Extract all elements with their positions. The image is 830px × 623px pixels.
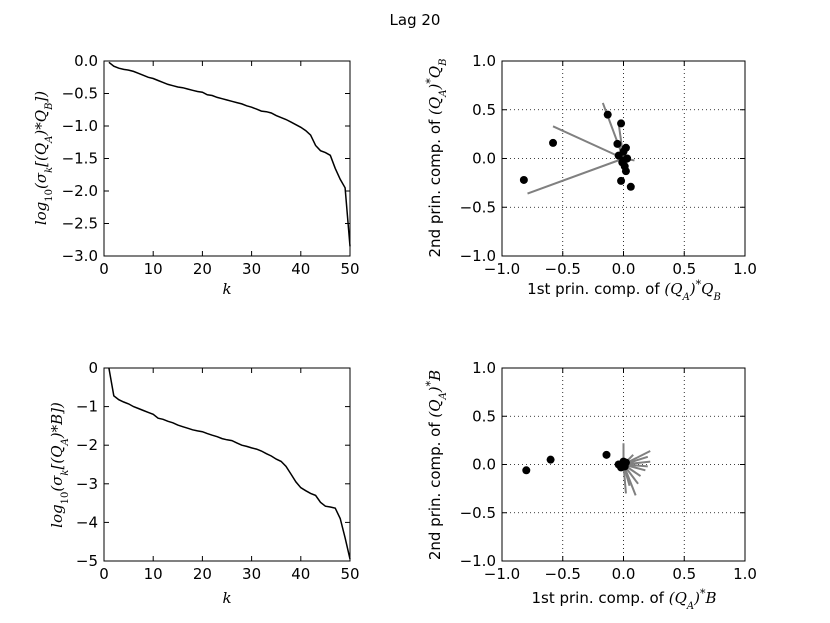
y-tick-label: −0.5 [460, 198, 496, 216]
data-point [621, 143, 630, 152]
tick-layer: 0 10 20 30 40 50 0 −1 −2 −3 −4 −5 [76, 359, 360, 583]
y-tick-label: −0.5 [460, 504, 496, 522]
grid-layer [502, 368, 745, 561]
data-point [603, 110, 612, 119]
y-tick-label: −1 [76, 398, 98, 416]
x-tick-label: 1.0 [733, 565, 757, 583]
mark-layer [108, 61, 351, 247]
y-tick-label: 0 [88, 359, 98, 377]
x-tick-label: −1.0 [484, 565, 520, 583]
data-point [546, 455, 555, 464]
data-point [522, 466, 531, 475]
x-tick-label: 20 [193, 565, 212, 583]
x-tick-label: −0.5 [545, 565, 581, 583]
y-tick-label: 0.0 [472, 456, 496, 474]
x-tick-label: 0 [99, 260, 109, 278]
data-point [617, 119, 626, 128]
tick-layer: −1.0 −0.5 0.0 0.5 1.0 1.0 0.5 0.0 −0.5 −1.0 [460, 52, 757, 278]
x-tick-label: 40 [291, 260, 310, 278]
sv-qb-axes: 0 10 20 30 40 50 0.0 −0.5 −1.0 −1.5 −2.0 −2.5 −3.0 k… [32, 52, 360, 298]
x-tick-label: 20 [193, 260, 212, 278]
tick-layer: 0 10 20 30 40 50 0.0 −0.5 −1.0 −1.5 −2.0 −2.5 −3.0 [62, 52, 360, 278]
mark-layer [108, 367, 351, 560]
x-tick-label: 0.0 [612, 565, 636, 583]
loading-vector [552, 125, 624, 160]
mark-layer [519, 102, 635, 195]
x-tick-label: −1.0 [484, 260, 520, 278]
y-tick-label: −2.0 [62, 182, 98, 200]
y-axis-label: 2nd prin. comp. of (QA)*B [424, 370, 449, 560]
y-tick-label: −1.5 [62, 150, 98, 168]
x-tick-label: 10 [144, 260, 163, 278]
x-axis-label: 1st prin. comp. of (QA)*QB [527, 278, 721, 303]
grid-layer [502, 61, 745, 256]
y-axis-label: 2nd prin. comp. of (QA)*QB [424, 59, 449, 258]
y-tick-label: −3 [76, 475, 98, 493]
series-line [108, 367, 351, 560]
y-tick-label: −0.5 [62, 85, 98, 103]
y-tick-label: −2 [76, 436, 98, 454]
x-tick-label: 0.0 [612, 260, 636, 278]
y-axis-label: log10(σk[(QA)*QB]) [32, 91, 55, 225]
pc-b-axes: −1.0 −0.5 0.0 0.5 1.0 1.0 0.5 0.0 −0.5 −1.0 1st p… [424, 359, 757, 612]
y-tick-label: −1.0 [460, 247, 496, 265]
pc-qb-axes: −1.0 −0.5 0.0 0.5 1.0 1.0 0.5 0.0 −0.5 −1.0 1st p… [424, 52, 757, 303]
data-point [519, 175, 528, 184]
data-point [549, 138, 558, 147]
x-tick-label: 30 [242, 565, 261, 583]
x-axis-label: k [222, 280, 231, 298]
x-tick-label: 0 [99, 565, 109, 583]
tick-layer: −1.0 −0.5 0.0 0.5 1.0 1.0 0.5 0.0 −0.5 −1.0 [460, 359, 757, 583]
data-point [619, 156, 628, 165]
y-tick-label: −1.0 [62, 117, 98, 135]
y-tick-label: 0.0 [472, 150, 496, 168]
data-point [626, 182, 635, 191]
x-tick-label: 0.5 [672, 565, 696, 583]
x-axis-label: k [222, 589, 231, 607]
series-line [108, 61, 351, 247]
y-tick-label: −2.5 [62, 215, 98, 233]
data-point [602, 450, 611, 459]
figure-title: Lag 20 [390, 11, 441, 29]
y-tick-label: −3.0 [62, 247, 98, 265]
data-point [620, 462, 629, 471]
y-tick-label: −4 [76, 513, 98, 531]
x-tick-label: 50 [340, 565, 359, 583]
x-tick-label: 1.0 [733, 260, 757, 278]
mark-layer [522, 443, 651, 496]
y-tick-label: −1.0 [460, 552, 496, 570]
y-tick-label: 0.0 [74, 52, 98, 70]
y-tick-label: 0.5 [472, 101, 496, 119]
y-axis-label: log10(σk[(QA)*B]) [48, 402, 71, 528]
data-point [613, 139, 622, 148]
sv-b-axes: 0 10 20 30 40 50 0 −1 −2 −3 −4 −5 k log10(σk[(QA)*B… [48, 359, 360, 607]
x-tick-label: 40 [291, 565, 310, 583]
x-tick-label: 30 [242, 260, 261, 278]
x-tick-label: 10 [144, 565, 163, 583]
x-axis-label: 1st prin. comp. of (QA)*B [531, 587, 716, 612]
x-tick-label: −0.5 [545, 260, 581, 278]
data-point [617, 176, 626, 185]
y-tick-label: 1.0 [472, 359, 496, 377]
x-tick-label: 50 [340, 260, 359, 278]
y-tick-label: 0.5 [472, 407, 496, 425]
loading-vector [527, 157, 624, 195]
y-tick-label: −5 [76, 552, 98, 570]
y-tick-label: 1.0 [472, 52, 496, 70]
x-tick-label: 0.5 [672, 260, 696, 278]
plot-frame [103, 60, 351, 257]
plot-frame [103, 367, 351, 562]
